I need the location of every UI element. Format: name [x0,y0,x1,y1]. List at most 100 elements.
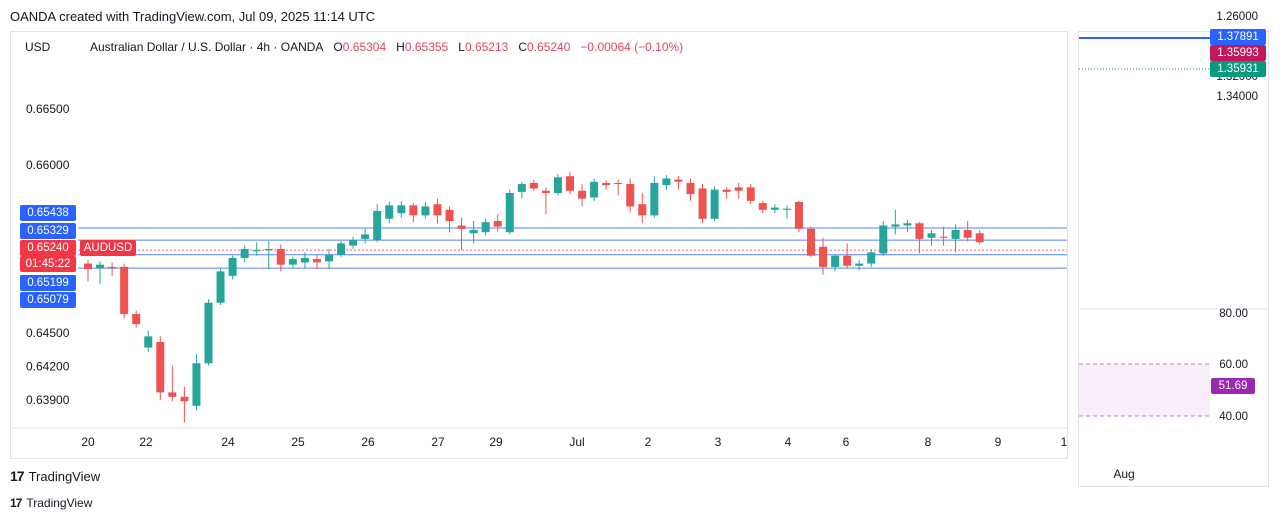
side-chart-panel[interactable] [1078,31,1269,487]
candle-25 [385,201,394,224]
rsi-tick-2: 40.00 [1219,411,1248,423]
side-y-tick-5: 1.24000 [1216,0,1258,3]
legend-close: 0.65240 [527,40,571,54]
candle-47 [650,176,659,218]
candle-44 [614,179,623,196]
x-tick-label-0: 20 [81,435,95,449]
candle-body-67 [891,224,900,227]
candle-22 [349,236,358,249]
candle-body-33 [481,222,490,233]
tradingview-logo: 17 TradingView [10,468,100,484]
legend-high: 0.65355 [404,40,449,54]
candle-body-72 [951,229,960,239]
rsi-value-tag: 51.69 [1211,378,1255,394]
candle-body-12 [228,257,237,276]
candle-21 [337,241,346,257]
candle-body-21 [337,243,346,255]
price-tag-current: 0.65240 [20,240,76,256]
candle-74 [975,229,984,245]
x-tick-label-12: 8 [925,435,932,449]
candle-body-52 [710,189,719,219]
candle-20 [325,249,333,270]
candle-5 [144,330,153,353]
candle-body-25 [385,205,394,219]
candle-body-35 [505,193,514,233]
candle-42 [590,178,599,201]
candle-body-57 [770,207,779,210]
candle-11 [216,268,225,305]
candle-body-20 [325,254,333,262]
candle-6 [156,336,165,401]
candle-body-48 [662,178,671,186]
y-tick-label-4: 0.63900 [26,393,70,407]
candles [84,171,984,423]
candle-body-38 [541,190,550,193]
candle-4 [132,310,141,328]
candle-52 [710,186,719,221]
candle-17 [288,256,297,269]
side-tag-3: 1.35931 [1210,61,1266,77]
legend-open: 0.65304 [342,40,387,54]
candle-16 [276,244,285,272]
candle-body-0 [84,263,92,270]
candle-50 [686,178,695,201]
candle-18 [300,252,309,269]
candle-body-15 [264,249,273,251]
candle-65 [867,249,876,267]
candle-2 [108,262,117,276]
candle-body-42 [590,181,599,198]
candle-66 [879,221,888,256]
candle-73 [963,221,972,242]
candle-body-19 [312,259,321,263]
candle-67 [891,209,900,235]
x-tick-label-13: 9 [995,435,1002,449]
legend-title: Australian Dollar / U.S. Dollar · 4h · O… [90,40,324,54]
rsi-tick-0: 80.00 [1219,308,1248,320]
legend-high-label: H [396,40,405,54]
candle-39 [553,173,562,196]
x-tick-label-6: 29 [489,435,503,449]
candle-55 [746,184,755,205]
candle-body-43 [602,182,611,186]
x-tick-label-4: 26 [361,435,375,449]
candle-body-59 [794,201,803,229]
candle-31 [457,217,466,251]
candle-7 [168,365,177,402]
y-tick-label-1: 0.66000 [26,158,70,172]
candle-body-2 [108,266,117,269]
candle-body-50 [686,182,695,195]
legend-low-label: L [458,40,465,54]
candle-body-8 [180,396,189,402]
x-tick-label-10: 4 [785,435,792,449]
price-tag-lower-2: 0.65079 [20,292,76,308]
candle-45 [626,178,635,213]
candle-body-69 [915,223,924,239]
candle-15 [264,241,273,270]
candle-62 [831,254,840,272]
candle-70 [927,229,936,246]
x-tick-label-7: Jul [569,435,584,449]
candle-body-60 [807,228,815,256]
candle-body-37 [529,182,538,189]
candle-body-49 [674,179,683,182]
candle-56 [758,200,767,214]
candle-body-45 [626,184,635,207]
candle-0 [84,260,92,282]
candle-34 [493,214,502,233]
main-chart-panel[interactable] [10,31,1068,459]
candle-body-32 [469,229,478,234]
x-tick-label-14: 1 [1061,435,1068,449]
candle-14 [252,242,261,256]
candle-43 [602,180,611,190]
legend-open-label: O [333,40,343,54]
candle-body-18 [300,257,309,263]
y-tick-label-2: 0.64500 [26,326,70,340]
candle-37 [529,179,538,191]
candle-8 [180,386,189,423]
candle-body-10 [204,302,213,364]
candle-body-61 [819,246,828,267]
symbol-tag: AUDUSD [80,240,136,256]
candle-body-62 [831,255,840,267]
main-y-axis: 0.66500 0.66000 0.64500 0.64200 0.63900 [26,102,70,407]
